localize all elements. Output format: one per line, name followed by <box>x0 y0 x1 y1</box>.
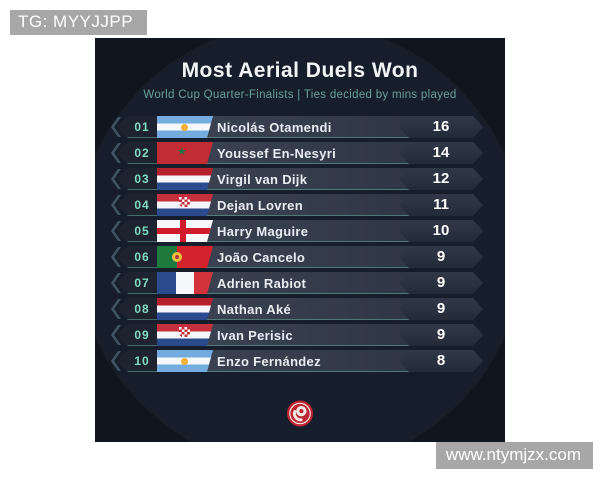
row-rank: 05 <box>134 224 150 238</box>
row-player: Nathan Aké <box>217 302 292 317</box>
row-player: João Cancelo <box>217 250 306 265</box>
row-value: 9 <box>436 300 446 317</box>
table-row: 08 Nathan Aké 9 <box>111 298 483 320</box>
row-value: 9 <box>436 326 446 343</box>
row-value: 8 <box>436 352 446 369</box>
england-flag-icon <box>157 220 213 242</box>
row-value-badge: 9 <box>399 246 483 268</box>
row-value: 14 <box>432 144 450 161</box>
row-value: 11 <box>433 196 449 213</box>
table-row: 07 Adrien Rabiot 9 <box>111 272 483 294</box>
table-row: 02 Youssef En-Nesyri 14 <box>111 142 483 164</box>
row-player: Enzo Fernández <box>217 354 321 369</box>
table-row: 09 Ivan Perisic 9 <box>111 324 483 346</box>
row-rank: 04 <box>134 198 150 212</box>
stats-card: Most Aerial Duels Won World Cup Quarter-… <box>95 38 505 442</box>
table-row: 01 Nicolás Otamendi 16 <box>111 116 483 138</box>
row-player: Dejan Lovren <box>217 198 303 213</box>
row-value: 9 <box>436 248 446 265</box>
row-value-badge: 12 <box>399 168 483 190</box>
table-row: 06 João Cancelo 9 <box>111 246 483 268</box>
row-rank: 08 <box>134 302 150 316</box>
card-title: Most Aerial Duels Won <box>181 59 419 82</box>
top-left-watermark: TG: MYYJJPP <box>10 10 148 35</box>
row-value-badge: 16 <box>399 116 483 138</box>
row-value: 9 <box>436 274 446 291</box>
row-value-badge: 11 <box>399 194 483 216</box>
row-rank: 03 <box>134 172 150 186</box>
row-value: 16 <box>432 118 450 135</box>
row-rank: 10 <box>134 354 150 368</box>
france-flag-icon <box>157 272 213 294</box>
row-player: Virgil van Dijk <box>217 172 308 187</box>
row-value-badge: 8 <box>399 350 483 372</box>
table-row: 05 Harry Maguire 10 <box>111 220 483 242</box>
row-value-badge: 9 <box>399 324 483 346</box>
argentina-flag-icon <box>157 350 213 372</box>
red-swirl-crest-logo-icon <box>287 400 314 427</box>
croatia-flag-icon <box>157 194 213 216</box>
argentina-flag-icon <box>157 116 213 138</box>
morocco-flag-icon <box>157 142 213 164</box>
row-player: Adrien Rabiot <box>217 276 307 291</box>
portugal-flag-icon <box>157 246 213 268</box>
netherlands-flag-icon <box>157 168 213 190</box>
row-value-badge: 9 <box>399 298 483 320</box>
row-value: 12 <box>432 170 450 187</box>
row-player: Youssef En-Nesyri <box>217 146 337 161</box>
row-rank: 02 <box>134 146 150 160</box>
row-value-badge: 9 <box>399 272 483 294</box>
row-value: 10 <box>432 222 450 239</box>
row-rank: 06 <box>134 250 150 264</box>
table-row: 04 Dejan Lovren 11 <box>111 194 483 216</box>
row-rank: 09 <box>134 328 150 342</box>
netherlands-flag-icon <box>157 298 213 320</box>
row-player: Nicolás Otamendi <box>217 120 332 135</box>
table-row: 03 Virgil van Dijk 12 <box>111 168 483 190</box>
leaderboard: 01 Nicolás Otamendi 16 02 Youssef En-Nes… <box>95 116 505 372</box>
row-value-badge: 10 <box>399 220 483 242</box>
bottom-right-watermark: www.ntymjzx.com <box>435 442 593 469</box>
row-player: Ivan Perisic <box>217 328 293 343</box>
row-player: Harry Maguire <box>217 224 309 239</box>
card-subtitle: World Cup Quarter-Finalists | Ties decid… <box>143 89 457 101</box>
croatia-flag-icon <box>157 324 213 346</box>
row-rank: 07 <box>134 276 150 290</box>
table-row: 10 Enzo Fernández 8 <box>111 350 483 372</box>
row-rank: 01 <box>134 120 150 134</box>
row-value-badge: 14 <box>399 142 483 164</box>
